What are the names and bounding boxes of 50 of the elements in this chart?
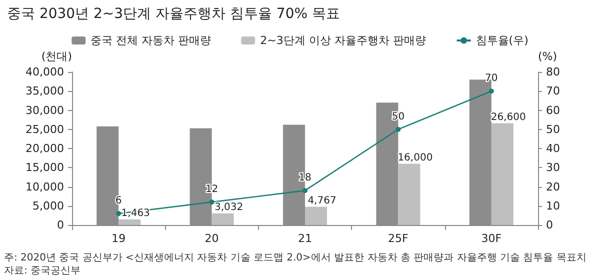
y2-tick-label: 0 xyxy=(546,218,553,232)
y2-tick-label: 80 xyxy=(546,66,560,78)
y-tick-label: 30,000 xyxy=(26,104,64,117)
text: 자료: 중국공신부 xyxy=(4,266,81,276)
x-tick-label: 20 xyxy=(204,232,219,245)
data-label: 3,032 xyxy=(214,202,244,213)
y-tick-label: 20,000 xyxy=(26,142,64,155)
y-tick-label: 25,000 xyxy=(26,122,64,136)
y2-tick-label: 30 xyxy=(546,161,560,174)
y2-tick-label: 20 xyxy=(546,180,560,194)
y-tick-label: 40,000 xyxy=(26,66,64,78)
text: 주: 2020년 중국 공신부가 <신재생에너지 자동차 기술 로드맵 2.0>에서 발표한 자동차 총 판매량과 자율주행 기술 침투율 목표치 xyxy=(4,252,586,264)
data-label: 26,600 xyxy=(490,112,526,123)
data-label: 18 xyxy=(298,172,312,184)
data-label: 4,767 xyxy=(308,195,336,206)
y-tick-label: 5,000 xyxy=(32,199,64,212)
x-tick-label: 19 xyxy=(112,232,126,245)
x-tick-label: 21 xyxy=(298,232,312,245)
point xyxy=(396,126,401,132)
legend-label: 중국 전체 자동차 판매량 xyxy=(90,34,212,47)
x-tick-label: 30F xyxy=(481,232,502,245)
data-label: 12 xyxy=(205,184,218,196)
bar xyxy=(118,219,141,225)
bar xyxy=(491,123,514,225)
data-label: 70 xyxy=(485,73,498,84)
point xyxy=(302,188,308,194)
data-label: 16,000 xyxy=(398,152,433,164)
y2-tick-label: 40 xyxy=(546,142,560,155)
bar xyxy=(398,164,420,225)
y2-tick-label: 10 xyxy=(546,199,560,212)
point xyxy=(209,200,214,205)
y2-tick-label: 60 xyxy=(546,104,560,117)
y-tick-label: 0 xyxy=(57,218,64,232)
y-tick-label: 35,000 xyxy=(26,84,64,98)
bar xyxy=(305,206,327,225)
legend-label: 침투율(우) xyxy=(476,34,528,47)
chart-title: 중국 2030년 2~3단계 자율주행차 침투율 70% 목표 xyxy=(7,6,340,22)
legend-label: 2~3단계 이상 자율주행차 판매량 xyxy=(260,34,426,47)
x-tick-label: 25F xyxy=(388,232,408,245)
point xyxy=(488,88,494,94)
data-label: 50 xyxy=(392,111,405,122)
y-tick-label: 10,000 xyxy=(26,180,64,194)
y-axis-title: (천대) xyxy=(41,50,72,63)
y-tick-label: 15,000 xyxy=(26,161,64,174)
y2-tick-label: 70 xyxy=(546,84,560,98)
y2-axis-title: (%) xyxy=(538,50,558,63)
data-label: 6 xyxy=(115,196,122,207)
bar xyxy=(212,213,234,225)
y2-tick-label: 50 xyxy=(546,122,560,136)
point xyxy=(116,211,122,216)
